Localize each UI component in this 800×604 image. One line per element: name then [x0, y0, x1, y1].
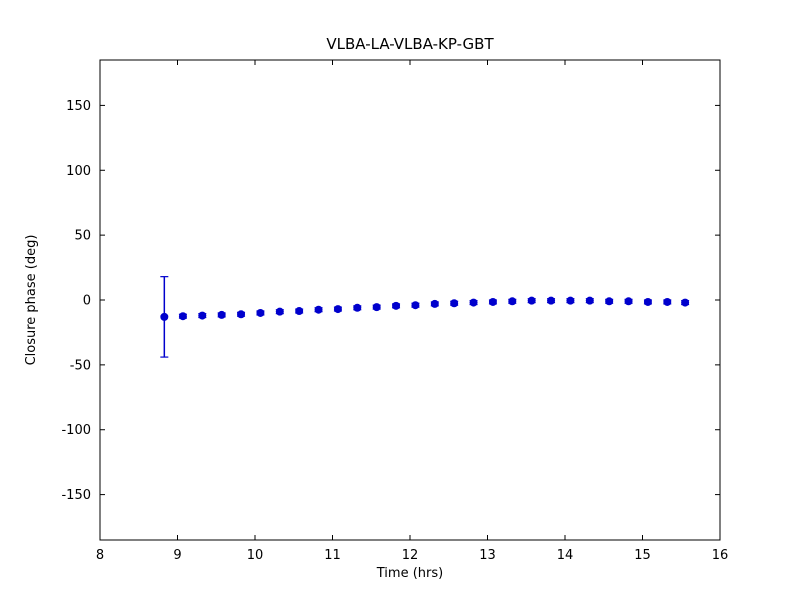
x-tick-label: 16 — [712, 548, 729, 563]
data-point — [411, 301, 420, 310]
data-point — [566, 296, 575, 305]
x-tick-label: 8 — [96, 548, 104, 563]
y-tick-label: -150 — [61, 488, 91, 503]
x-tick-label: 10 — [247, 548, 264, 563]
x-tick-label: 11 — [324, 548, 341, 563]
plot-area: 8 9 10 11 12 13 14 15 16 -150 -100 -50 0 50 100 150 — [61, 59, 728, 563]
data-point — [450, 299, 459, 308]
data-point — [663, 297, 672, 306]
data-point — [585, 296, 594, 305]
y-tick-label: 100 — [66, 164, 91, 179]
data-point — [488, 297, 497, 306]
data-point — [314, 305, 323, 314]
y-ticks: -150 -100 -50 0 50 100 150 — [61, 99, 720, 503]
data-point — [178, 312, 187, 321]
data-point — [643, 297, 652, 306]
x-tick-label: 13 — [479, 548, 496, 563]
x-tick-label: 9 — [173, 548, 181, 563]
data-point — [275, 307, 284, 316]
data-series — [160, 296, 690, 321]
y-tick-label: -50 — [70, 358, 91, 373]
data-point — [392, 301, 401, 310]
data-point — [469, 298, 478, 307]
y-tick-label: 150 — [66, 99, 91, 114]
data-point — [547, 296, 556, 305]
x-tick-label: 12 — [402, 548, 419, 563]
data-point — [681, 298, 690, 307]
x-axis-label: Time (hrs) — [376, 566, 443, 581]
y-tick-label: 50 — [74, 229, 91, 244]
x-tick-label: 14 — [557, 548, 574, 563]
y-axis-label: Closure phase (deg) — [24, 235, 39, 366]
data-point — [430, 299, 439, 308]
data-point — [508, 297, 517, 306]
x-tick-label: 15 — [634, 548, 651, 563]
data-point — [353, 303, 362, 312]
data-point — [605, 297, 614, 306]
data-point — [333, 305, 342, 314]
data-point — [295, 307, 304, 316]
data-point — [237, 310, 246, 319]
data-point — [372, 303, 381, 312]
data-point — [256, 308, 265, 317]
data-point — [160, 312, 169, 321]
y-tick-label: -100 — [61, 423, 91, 438]
data-point — [527, 296, 536, 305]
x-ticks: 8 9 10 11 12 13 14 15 16 — [96, 60, 728, 563]
chart-title: VLBA-LA-VLBA-KP-GBT — [326, 35, 494, 53]
data-point — [217, 310, 226, 319]
data-point — [624, 297, 633, 306]
y-tick-label: 0 — [83, 294, 91, 309]
data-point — [198, 311, 207, 320]
